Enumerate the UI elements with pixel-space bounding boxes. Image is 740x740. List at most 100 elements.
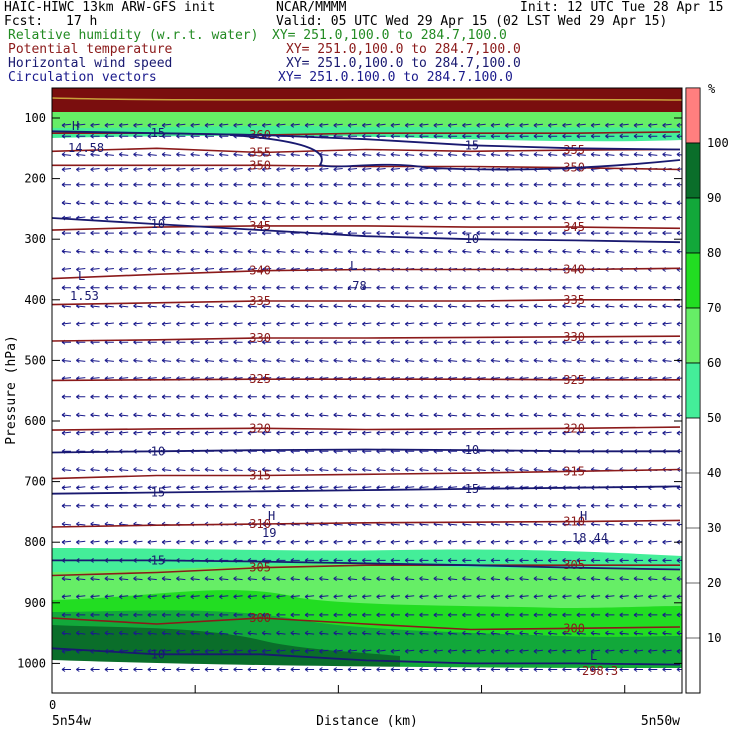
wind-vector bbox=[304, 430, 315, 436]
wind-vector bbox=[190, 339, 200, 345]
init-time: Init: 12 UTC Tue 28 Apr 15 bbox=[520, 0, 724, 15]
wind-vector bbox=[290, 394, 300, 400]
wind-vector bbox=[161, 122, 172, 128]
wind-vector bbox=[519, 503, 529, 509]
wind-vector bbox=[176, 412, 186, 418]
wind-vector bbox=[390, 167, 400, 172]
wind-vector bbox=[261, 630, 272, 636]
wind-vector bbox=[204, 200, 215, 206]
wind-vector bbox=[76, 485, 86, 491]
wind-vector bbox=[633, 594, 644, 600]
wind-vector bbox=[347, 215, 358, 221]
wind-vector bbox=[376, 200, 386, 206]
wind-vector bbox=[61, 612, 71, 618]
wind-vector bbox=[662, 612, 672, 618]
wind-vector bbox=[247, 576, 257, 582]
wind-vector bbox=[404, 215, 415, 221]
wind-vector bbox=[562, 667, 572, 672]
y-tick-label: 1000 bbox=[17, 656, 46, 670]
wind-vector bbox=[605, 630, 615, 636]
wind-vector bbox=[590, 539, 601, 545]
wind-vector bbox=[362, 557, 372, 563]
wind-vector bbox=[519, 594, 529, 600]
wind-vector bbox=[204, 303, 215, 309]
wind-vector bbox=[476, 285, 486, 291]
wind-vector bbox=[247, 248, 257, 254]
wind-vector bbox=[333, 167, 343, 172]
theta-contour-label: 350 bbox=[249, 158, 271, 172]
wind-vector bbox=[204, 339, 214, 345]
wind-vector bbox=[376, 133, 386, 139]
wind-vector bbox=[490, 394, 500, 400]
wind-vector bbox=[447, 612, 458, 618]
wind-vector bbox=[433, 357, 443, 363]
wind-vector bbox=[576, 200, 586, 206]
wind-vector bbox=[476, 430, 486, 436]
wind-vector bbox=[362, 151, 372, 157]
wind-vector bbox=[419, 412, 429, 418]
wind-vector bbox=[633, 503, 643, 509]
wind-vector bbox=[648, 122, 658, 128]
wind-vector bbox=[118, 200, 129, 206]
wind-vector bbox=[419, 321, 429, 327]
wind-vector bbox=[190, 576, 200, 582]
wind-vector bbox=[190, 539, 200, 545]
wind-vector bbox=[61, 430, 72, 436]
wind-vector bbox=[490, 285, 500, 291]
wind-vector bbox=[404, 339, 415, 345]
wind-vector bbox=[247, 167, 257, 172]
wind-vector bbox=[590, 230, 601, 236]
wind-vector bbox=[176, 357, 186, 363]
wind-vector bbox=[605, 151, 615, 157]
wind-vector bbox=[104, 594, 114, 600]
wind-vector bbox=[533, 467, 543, 472]
wind-vector bbox=[362, 133, 372, 139]
wind-vector bbox=[233, 467, 243, 472]
wind-vector bbox=[619, 133, 629, 139]
wind-vector bbox=[133, 394, 143, 400]
wind-vector bbox=[462, 321, 472, 327]
wind-vector bbox=[104, 394, 114, 400]
wind-vector bbox=[505, 215, 515, 221]
wind-vector bbox=[118, 539, 129, 545]
wind-vector bbox=[190, 357, 200, 363]
theta-contour-label: 355 bbox=[249, 146, 271, 160]
wind-vector bbox=[190, 430, 200, 436]
wind-vector bbox=[333, 412, 343, 418]
wind-vector bbox=[505, 576, 515, 582]
wind-vector bbox=[204, 167, 215, 172]
wind-vector bbox=[476, 630, 486, 636]
wind-vector bbox=[176, 167, 186, 172]
wind-vector bbox=[319, 576, 329, 582]
wind-vector bbox=[133, 122, 143, 128]
wind-vector bbox=[76, 122, 86, 128]
wind-vector bbox=[605, 503, 615, 509]
wind-vector bbox=[76, 539, 86, 545]
wind-vector bbox=[590, 521, 601, 527]
wind-vector bbox=[276, 303, 286, 309]
wind-vector bbox=[204, 151, 215, 157]
wind-vector bbox=[476, 648, 486, 654]
wind-vector bbox=[61, 394, 71, 400]
wind-vector bbox=[176, 648, 186, 654]
forecast-label: Fcst: bbox=[4, 14, 44, 29]
wind-vector bbox=[476, 151, 486, 157]
wind-vector bbox=[61, 539, 72, 545]
wind-vector bbox=[290, 648, 300, 654]
wind-vector bbox=[519, 667, 529, 672]
wind-vector bbox=[133, 151, 143, 157]
wind-vector bbox=[304, 182, 315, 188]
wind-vector bbox=[562, 648, 572, 654]
wind-vector bbox=[261, 576, 272, 582]
wind-vector bbox=[547, 182, 558, 188]
wind-vector bbox=[118, 667, 129, 672]
wind-vector bbox=[261, 215, 272, 221]
wind-vector bbox=[490, 630, 501, 636]
wind-vector bbox=[333, 182, 343, 188]
wind-vector bbox=[319, 467, 329, 472]
wind-vector bbox=[204, 230, 214, 236]
wind-vector bbox=[662, 215, 672, 221]
wind-vector bbox=[276, 667, 286, 672]
wind-vector bbox=[390, 285, 400, 291]
